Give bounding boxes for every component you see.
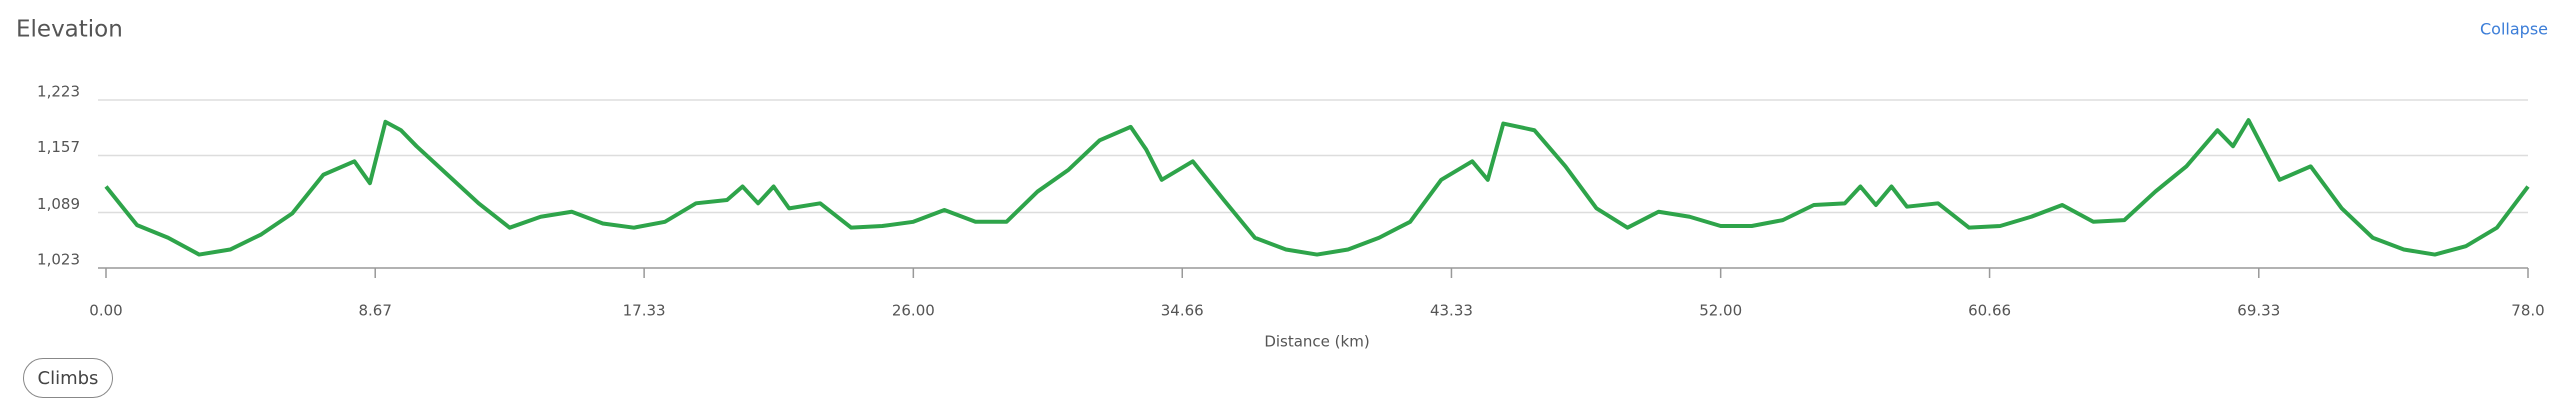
- x-tick-label: 8.67: [359, 302, 392, 320]
- x-tick-label: 43.33: [1430, 302, 1473, 320]
- x-tick-label: 52.00: [1699, 302, 1742, 320]
- y-tick-label: 1,023: [37, 251, 80, 269]
- climbs-button[interactable]: Climbs: [23, 358, 113, 398]
- y-tick-label: 1,223: [37, 83, 80, 101]
- x-axis-title: Distance (km): [1264, 333, 1369, 351]
- title: Elevation: [16, 17, 123, 43]
- x-tick-label: 34.66: [1161, 302, 1204, 320]
- x-tick-label: 78.0: [2511, 302, 2544, 320]
- elevation-line: [104, 118, 2530, 257]
- x-tick-label: 26.00: [892, 302, 935, 320]
- collapse-link[interactable]: Collapse: [2480, 20, 2548, 39]
- x-tick-label: 17.33: [623, 302, 666, 320]
- y-tick-label: 1,089: [37, 195, 80, 213]
- x-tick-label: 0.00: [89, 302, 122, 320]
- x-tick-label: 69.33: [2237, 302, 2280, 320]
- y-tick-label: 1,157: [37, 138, 80, 156]
- x-tick-label: 60.66: [1968, 302, 2011, 320]
